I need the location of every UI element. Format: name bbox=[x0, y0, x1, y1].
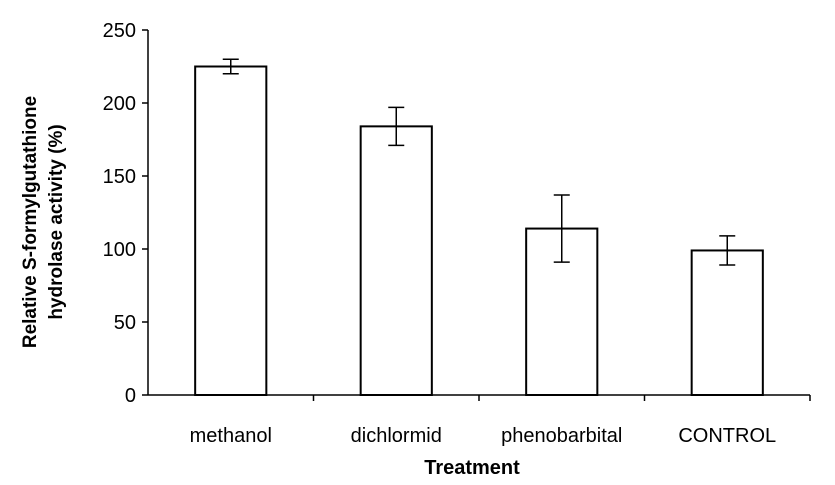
y-tick-label: 0 bbox=[125, 385, 136, 407]
bar-methanol bbox=[194, 65, 268, 396]
y-axis-title-line-2: hydrolase activity (%) bbox=[46, 124, 67, 319]
bar-dichlormid bbox=[359, 125, 433, 397]
y-tick-label: 250 bbox=[103, 20, 136, 42]
category-label: CONTROL bbox=[678, 425, 776, 447]
category-label: phenobarbital bbox=[501, 425, 622, 447]
y-tick-label: 100 bbox=[103, 239, 136, 261]
y-tick-label: 150 bbox=[103, 166, 136, 188]
error-bars bbox=[222, 58, 736, 266]
bar-control bbox=[690, 249, 764, 396]
x-axis-title: Treatment bbox=[424, 457, 520, 479]
category-labels: methanol dichlormid phenobarbital CONTROL bbox=[190, 425, 777, 447]
y-tick-label: 200 bbox=[103, 93, 136, 115]
bars bbox=[194, 65, 764, 397]
y-axis: 0 50 100 150 200 250 bbox=[103, 20, 149, 407]
y-axis-title-line-1: Relative S-formylgutathione bbox=[20, 96, 41, 348]
category-label: dichlormid bbox=[351, 425, 442, 447]
y-tick-label: 50 bbox=[114, 312, 136, 334]
category-label: methanol bbox=[190, 425, 272, 447]
